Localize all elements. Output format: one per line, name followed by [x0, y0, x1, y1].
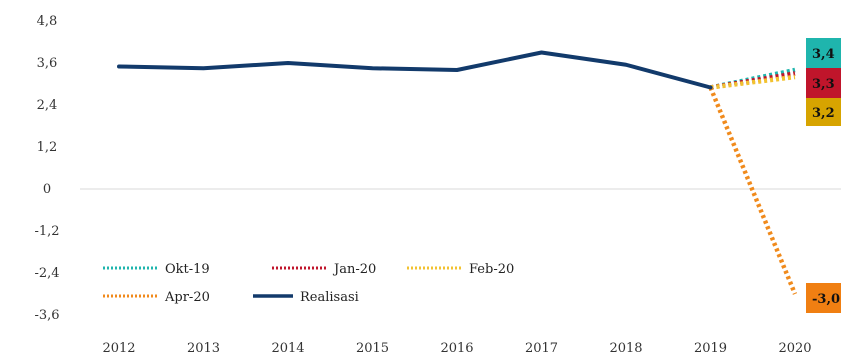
x-axis-ticks: 2012 2013 2014 2015 2016 2017 2018 2019 2020 — [102, 341, 811, 356]
end-label-text: -3,0 — [812, 292, 840, 307]
end-label-box — [806, 98, 841, 126]
x-tick-label: 2016 — [440, 341, 473, 356]
y-tick-label: 4,8 — [37, 14, 58, 29]
x-tick-label: 2013 — [187, 341, 220, 356]
x-tick-label: 2014 — [271, 341, 304, 356]
x-tick-label: 2018 — [609, 341, 642, 356]
y-tick-label: -1,2 — [34, 224, 59, 239]
end-label-text: 3,4 — [812, 47, 835, 62]
x-tick-label: 2017 — [525, 341, 558, 356]
y-tick-label: -2,4 — [34, 266, 59, 281]
series-line-apr-20 — [708, 86, 798, 295]
end-value-labels: 3,4 3,3 3,2 -3,0 — [806, 38, 841, 313]
y-tick-label: -3,6 — [34, 308, 59, 323]
legend-label: Realisasi — [300, 290, 359, 305]
end-label-text: 3,2 — [812, 106, 835, 121]
x-tick-label: 2020 — [778, 341, 811, 356]
end-label-box — [806, 38, 841, 68]
legend-label: Okt-19 — [165, 262, 210, 277]
series-line-feb-20 — [710, 74, 796, 90]
y-axis-ticks: 4,8 3,6 2,4 1,2 0 -1,2 -2,4 -3,6 — [34, 14, 59, 323]
legend-label: Feb-20 — [469, 262, 514, 277]
y-tick-label: 2,4 — [37, 98, 58, 113]
x-tick-label: 2019 — [694, 341, 727, 356]
series-line-realisasi — [117, 50, 713, 90]
legend-label: Apr-20 — [164, 290, 210, 305]
x-tick-label: 2012 — [102, 341, 135, 356]
y-tick-label: 1,2 — [37, 140, 58, 155]
legend-label: Jan-20 — [332, 262, 376, 277]
legend: Okt-19 Jan-20 Feb-20 Apr-20 Realisasi — [103, 262, 514, 305]
end-label-box — [806, 68, 841, 98]
end-label-text: 3,3 — [812, 77, 835, 92]
x-tick-label: 2015 — [356, 341, 389, 356]
series-lines — [117, 50, 798, 295]
end-label-box — [806, 283, 841, 313]
y-tick-label: 3,6 — [37, 56, 58, 71]
y-tick-label: 0 — [43, 182, 51, 197]
